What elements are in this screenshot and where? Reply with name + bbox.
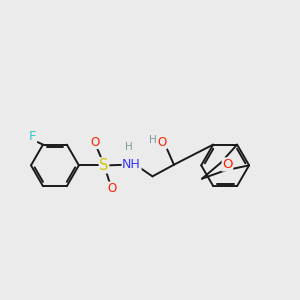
Text: O: O	[222, 158, 233, 171]
Text: H: H	[125, 142, 132, 152]
Text: O: O	[91, 136, 100, 148]
Text: H: H	[148, 135, 156, 145]
Text: F: F	[29, 130, 36, 143]
Text: S: S	[99, 158, 109, 173]
Text: O: O	[107, 182, 117, 195]
Text: O: O	[157, 136, 166, 148]
Text: NH: NH	[122, 158, 141, 171]
